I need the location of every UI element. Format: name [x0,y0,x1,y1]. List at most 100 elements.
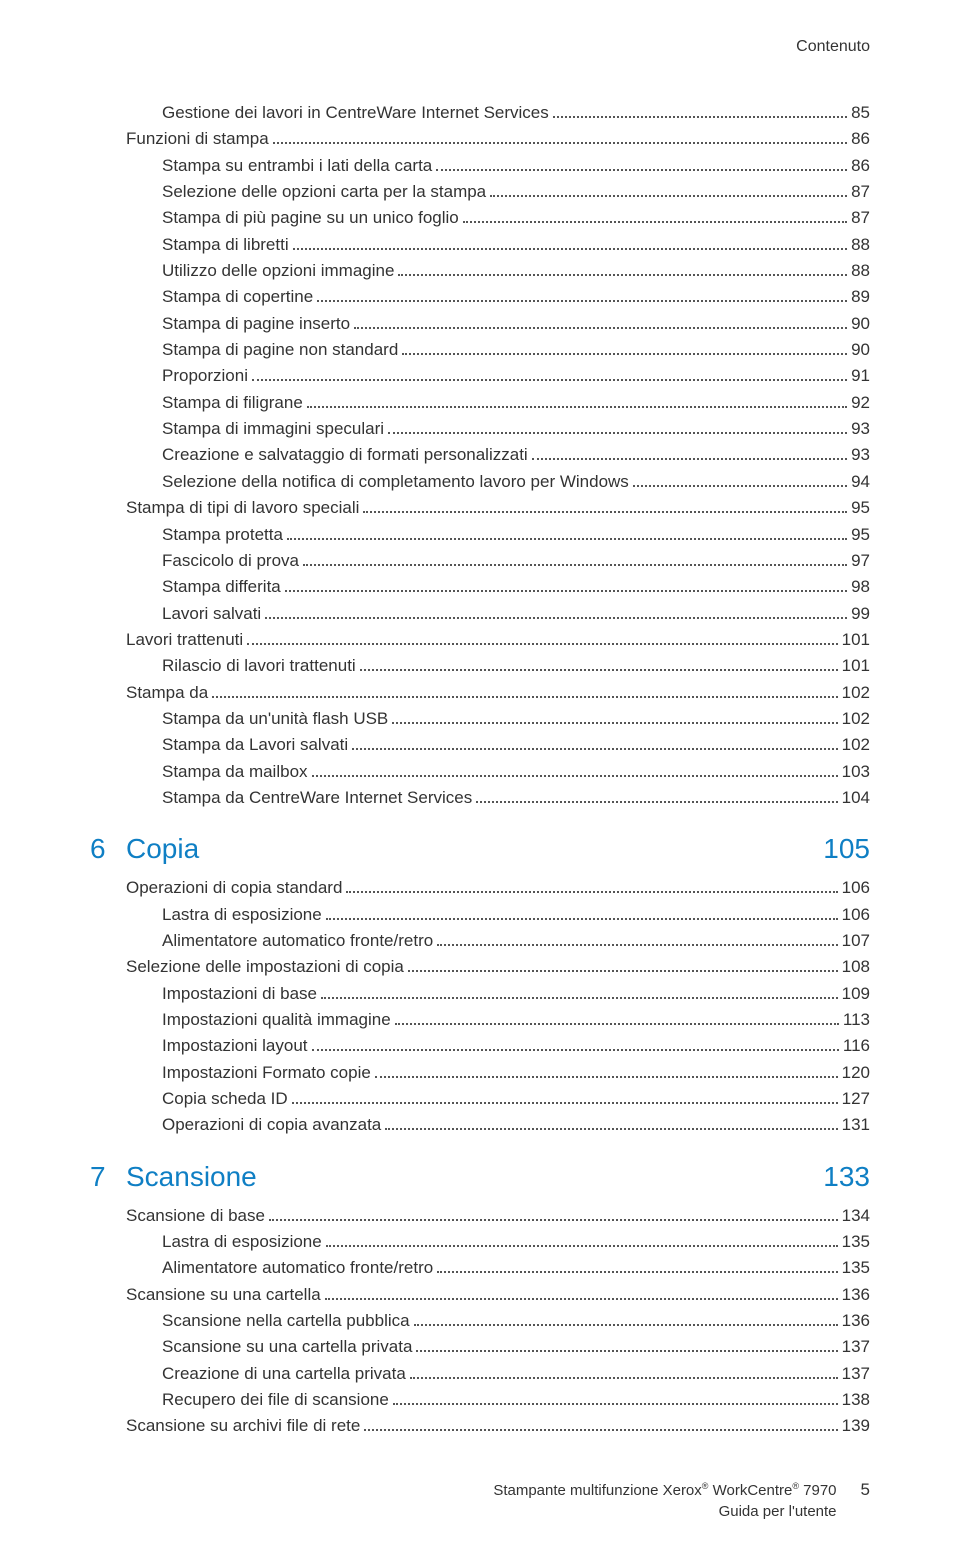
toc-entry: Creazione di una cartella privata 137 [90,1361,870,1387]
toc-entry-label: Creazione e salvataggio di formati perso… [162,442,528,468]
toc-leader-dots [416,1350,837,1352]
section-heading-7: 7 Scansione 133 [90,1161,870,1193]
toc-entry-page: 135 [842,1229,870,1255]
toc-leader-dots [354,327,847,329]
toc-entry-page: 95 [851,495,870,521]
toc-entry: Alimentatore automatico fronte/retro 135 [90,1255,870,1281]
footer-part: Stampante multifunzione Xerox [493,1482,701,1499]
toc-leader-dots [364,1429,837,1431]
toc-entry-page: 137 [842,1334,870,1360]
toc-entry: Scansione nella cartella pubblica 136 [90,1308,870,1334]
toc-entry-label: Stampa di copertine [162,284,313,310]
section-page: 105 [823,833,870,865]
toc-entry: Gestione dei lavori in CentreWare Intern… [90,100,870,126]
toc-entry-label: Stampa differita [162,574,281,600]
toc-entry: Recupero dei file di scansione 138 [90,1387,870,1413]
toc-entry-page: 90 [851,311,870,337]
toc-leader-dots [252,379,847,381]
toc-entry-label: Alimentatore automatico fronte/retro [162,1255,433,1281]
toc-entry-label: Funzioni di stampa [126,126,269,152]
toc-entry-label: Selezione della notifica di completament… [162,469,629,495]
toc-leader-dots [303,564,847,566]
toc-entry: Utilizzo delle opzioni immagine 88 [90,258,870,284]
toc-leader-dots [410,1377,838,1379]
toc-entry-label: Selezione delle impostazioni di copia [126,954,404,980]
toc-entry: Funzioni di stampa 86 [90,126,870,152]
toc-entry-label: Impostazioni Formato copie [162,1060,371,1086]
toc-entry: Alimentatore automatico fronte/retro 107 [90,928,870,954]
section-page: 133 [823,1161,870,1193]
toc-entry-page: 113 [843,1007,870,1033]
toc-leader-dots [265,617,847,619]
toc-entry: Impostazioni Formato copie 120 [90,1060,870,1086]
toc-entry-label: Stampa da Lavori salvati [162,732,348,758]
document-page: Contenuto Gestione dei lavori in CentreW… [0,0,960,1562]
toc-entry: Rilascio di lavori trattenuti 101 [90,653,870,679]
toc-entry-label: Lastra di esposizione [162,902,322,928]
toc-entry-page: 102 [842,706,870,732]
toc-entry: Stampa di tipi di lavoro speciali 95 [90,495,870,521]
toc-entry-page: 136 [842,1308,870,1334]
toc-entry: Operazioni di copia avanzata 131 [90,1112,870,1138]
toc-entry: Stampa di copertine 89 [90,284,870,310]
toc-entry-label: Lastra di esposizione [162,1229,322,1255]
toc-leader-dots [247,643,837,645]
toc-entry-page: 109 [842,981,870,1007]
toc-entry-page: 107 [842,928,870,954]
toc-entry-label: Utilizzo delle opzioni immagine [162,258,394,284]
toc-leader-dots [414,1324,838,1326]
toc-entry-label: Scansione nella cartella pubblica [162,1308,410,1334]
toc-leader-dots [388,432,847,434]
toc-entry-page: 99 [851,601,870,627]
toc-entry-label: Stampa di filigrane [162,390,303,416]
footer-part: 7970 [799,1482,837,1499]
toc-entry: Stampa di più pagine su un unico foglio … [90,205,870,231]
toc-entry-label: Impostazioni qualità immagine [162,1007,391,1033]
toc-entry-page: 89 [851,284,870,310]
toc-entry: Lavori trattenuti 101 [90,627,870,653]
section-number: 7 [90,1161,126,1193]
toc-block: Operazioni di copia standard 106Lastra d… [90,875,870,1138]
toc-entry-page: 88 [851,258,870,284]
toc-entry-label: Stampa di pagine non standard [162,337,398,363]
toc-leader-dots [312,775,838,777]
toc-entry-page: 97 [851,548,870,574]
toc-entry-label: Stampa da un'unità flash USB [162,706,388,732]
toc-leader-dots [633,485,847,487]
toc-entry-label: Operazioni di copia standard [126,875,342,901]
toc-entry-label: Recupero dei file di scansione [162,1387,389,1413]
toc-entry-label: Lavori trattenuti [126,627,243,653]
toc-entry: Creazione e salvataggio di formati perso… [90,442,870,468]
toc-entry: Scansione su archivi file di rete 139 [90,1413,870,1439]
toc-entry: Stampa da mailbox 103 [90,759,870,785]
page-header-label: Contenuto [796,38,870,56]
toc-entry-label: Scansione su una cartella privata [162,1334,412,1360]
toc-leader-dots [307,406,847,408]
toc-leader-dots [352,748,837,750]
toc-entry: Stampa protetta 95 [90,522,870,548]
toc-entry-page: 136 [842,1282,870,1308]
toc-entry-label: Stampa protetta [162,522,283,548]
toc-entry-page: 90 [851,337,870,363]
toc-entry-page: 94 [851,469,870,495]
toc-entry-page: 108 [842,954,870,980]
toc-leader-dots [437,1271,837,1273]
toc-entry: Stampa differita 98 [90,574,870,600]
toc-entry: Fascicolo di prova 97 [90,548,870,574]
toc-entry-page: 88 [851,232,870,258]
toc-leader-dots [463,221,847,223]
registered-icon: ® [792,1481,799,1491]
toc-entry: Stampa di libretti 88 [90,232,870,258]
toc-entry-label: Stampa di libretti [162,232,289,258]
toc-entry-label: Stampa di più pagine su un unico foglio [162,205,459,231]
toc-leader-dots [269,1219,838,1221]
toc-leader-dots [360,669,838,671]
toc-entry-page: 92 [851,390,870,416]
toc-entry-label: Copia scheda ID [162,1086,288,1112]
toc-entry: Copia scheda ID 127 [90,1086,870,1112]
toc-leader-dots [346,891,837,893]
toc-entry-label: Scansione di base [126,1203,265,1229]
toc-leader-dots [408,970,838,972]
toc-entry-page: 134 [842,1203,870,1229]
toc-entry-page: 85 [851,100,870,126]
